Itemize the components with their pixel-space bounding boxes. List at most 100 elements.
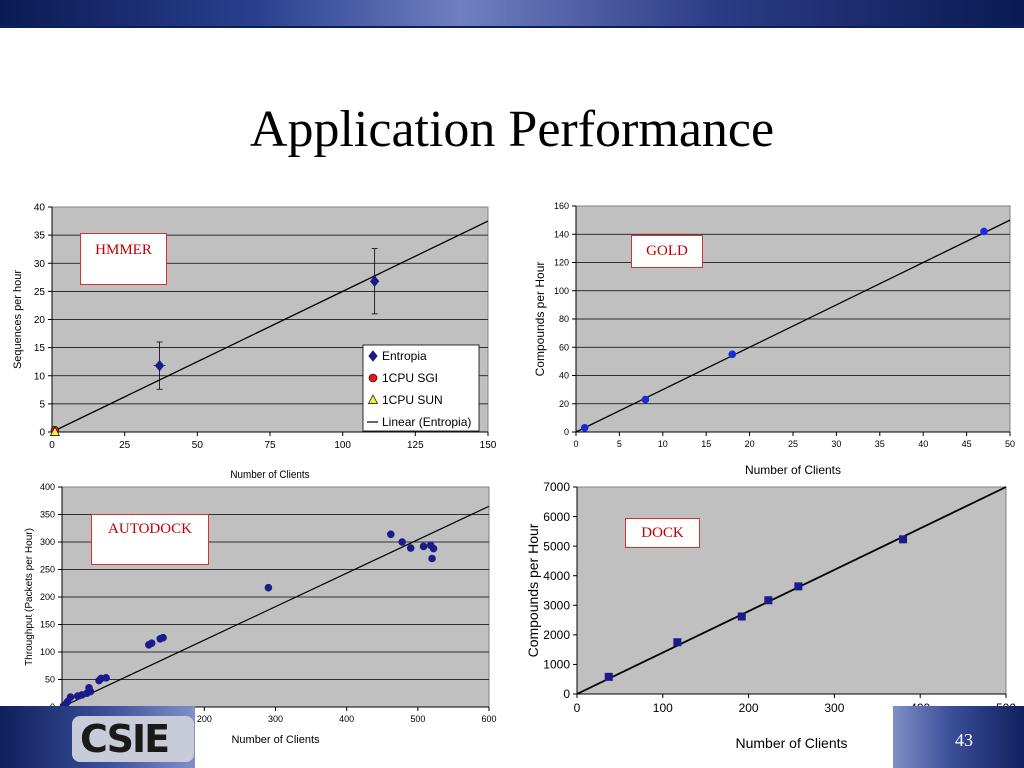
legend xyxy=(362,344,480,432)
y-tick-label: 2000 xyxy=(543,628,570,642)
dock-label-box: DOCK xyxy=(625,518,700,548)
x-tick-label: 500 xyxy=(410,714,425,724)
hmmer-label-box: HMMER xyxy=(80,233,167,285)
trend-line xyxy=(575,219,1011,433)
data-point xyxy=(159,633,167,642)
top-banner-line xyxy=(0,26,1024,28)
legend-swatch xyxy=(368,373,378,383)
x-tick-label: 150 xyxy=(480,440,497,451)
x-tick-label: 45 xyxy=(962,439,972,449)
gold-label-box: GOLD xyxy=(631,235,703,268)
y-tick-label: 0 xyxy=(564,427,569,437)
y-tick-label: 6000 xyxy=(543,510,570,524)
y-tick-label: 160 xyxy=(554,201,569,211)
data-point xyxy=(673,638,682,647)
y-tick-label: 120 xyxy=(554,258,569,268)
trend-line xyxy=(51,220,489,433)
y-tick-label: 140 xyxy=(554,229,569,239)
data-point xyxy=(264,583,273,592)
y-tick-label: 35 xyxy=(34,231,46,242)
y-tick-label: 50 xyxy=(45,675,55,685)
y-tick-label: 400 xyxy=(40,482,55,492)
data-point xyxy=(406,544,415,552)
slide-title: Application Performance xyxy=(249,101,775,158)
y-tick-label: 60 xyxy=(559,342,569,352)
y-tick-label: 7000 xyxy=(543,480,570,494)
x-tick-label: 35 xyxy=(875,439,885,449)
y-axis-label: Throughput (Packets per Hour) xyxy=(24,528,35,666)
data-point xyxy=(428,554,436,563)
data-point xyxy=(899,535,908,544)
legend-label: 1CPU SUN xyxy=(382,393,443,407)
data-point xyxy=(429,544,438,553)
data-point xyxy=(66,693,75,701)
x-tick-label: 50 xyxy=(1005,439,1015,449)
legend-swatch xyxy=(367,394,379,404)
bottom-left-banner: CSIE xyxy=(0,706,195,768)
data-point xyxy=(85,683,93,692)
x-tick-label: 30 xyxy=(831,439,841,449)
y-axis-label: Compounds per Hour xyxy=(525,523,541,657)
y-tick-label: 150 xyxy=(40,620,55,630)
y-tick-label: 20 xyxy=(34,315,46,326)
x-tick-label: 15 xyxy=(701,439,711,449)
page-number: 43 xyxy=(955,730,973,750)
y-tick-label: 3000 xyxy=(543,598,570,612)
data-point xyxy=(398,538,406,546)
gold-chart: 0 20 40 60 80 100 120 140 160 0 5 10 15 20 25 30 35 40 45 5… xyxy=(533,201,1015,477)
x-tick-label: 50 xyxy=(192,440,204,451)
y-tick-label: 100 xyxy=(40,647,55,657)
data-point xyxy=(764,596,773,605)
x-tick-label: 100 xyxy=(653,701,673,715)
x-tick-label: 0 xyxy=(49,440,55,451)
x-tick-label: 20 xyxy=(745,439,755,449)
x-tick-label: 75 xyxy=(264,440,276,451)
data-point xyxy=(580,423,589,432)
y-tick-label: 80 xyxy=(559,314,569,324)
data-point xyxy=(728,350,737,359)
legend-label: 1CPU SGI xyxy=(382,371,438,385)
y-tick-label: 15 xyxy=(34,343,46,354)
y-axis-label: Compounds per Hour xyxy=(533,262,547,377)
csie-logo: CSIE xyxy=(72,716,194,762)
data-point xyxy=(386,530,395,539)
y-tick-label: 200 xyxy=(40,592,55,602)
data-point xyxy=(49,426,60,436)
data-point xyxy=(147,639,156,647)
data-point xyxy=(369,275,380,288)
y-tick-label: 40 xyxy=(34,203,46,214)
x-axis-label: Number of Clients xyxy=(231,734,320,746)
data-point xyxy=(604,672,613,681)
legend-swatch xyxy=(368,350,378,362)
y-tick-label: 40 xyxy=(559,371,569,381)
x-tick-label: 600 xyxy=(481,714,496,724)
data-point xyxy=(737,612,746,621)
x-tick-label: 5 xyxy=(617,439,622,449)
autodock-label-box: AUTODOCK xyxy=(91,514,209,565)
y-tick-label: 1000 xyxy=(543,658,570,672)
x-tick-label: 200 xyxy=(739,701,759,715)
x-axis-label: Number of Clients xyxy=(230,470,309,482)
x-tick-label: 100 xyxy=(334,440,351,451)
legend-label: Entropia xyxy=(382,349,427,363)
y-tick-label: 100 xyxy=(554,286,569,296)
y-tick-label: 300 xyxy=(40,537,55,547)
y-tick-label: 5 xyxy=(39,399,45,410)
data-point xyxy=(794,582,803,591)
bottom-right-banner xyxy=(893,706,1024,768)
x-tick-label: 300 xyxy=(824,701,844,715)
data-point xyxy=(102,674,110,682)
y-tick-label: 4000 xyxy=(543,569,570,583)
trend-line xyxy=(576,486,1007,695)
legend-label: Linear (Entropia) xyxy=(382,415,471,429)
y-tick-label: 20 xyxy=(559,399,569,409)
y-tick-label: 0 xyxy=(563,687,570,701)
autodock-chart: 0501001502002503003504000100200300400500… xyxy=(24,482,497,746)
data-point xyxy=(641,395,650,404)
x-tick-label: 400 xyxy=(339,714,354,724)
x-tick-label: 10 xyxy=(658,439,668,449)
x-tick-label: 0 xyxy=(574,701,581,715)
x-tick-label: 200 xyxy=(197,714,212,724)
data-point xyxy=(419,542,428,551)
x-axis-label: Number of Clients xyxy=(735,735,847,751)
